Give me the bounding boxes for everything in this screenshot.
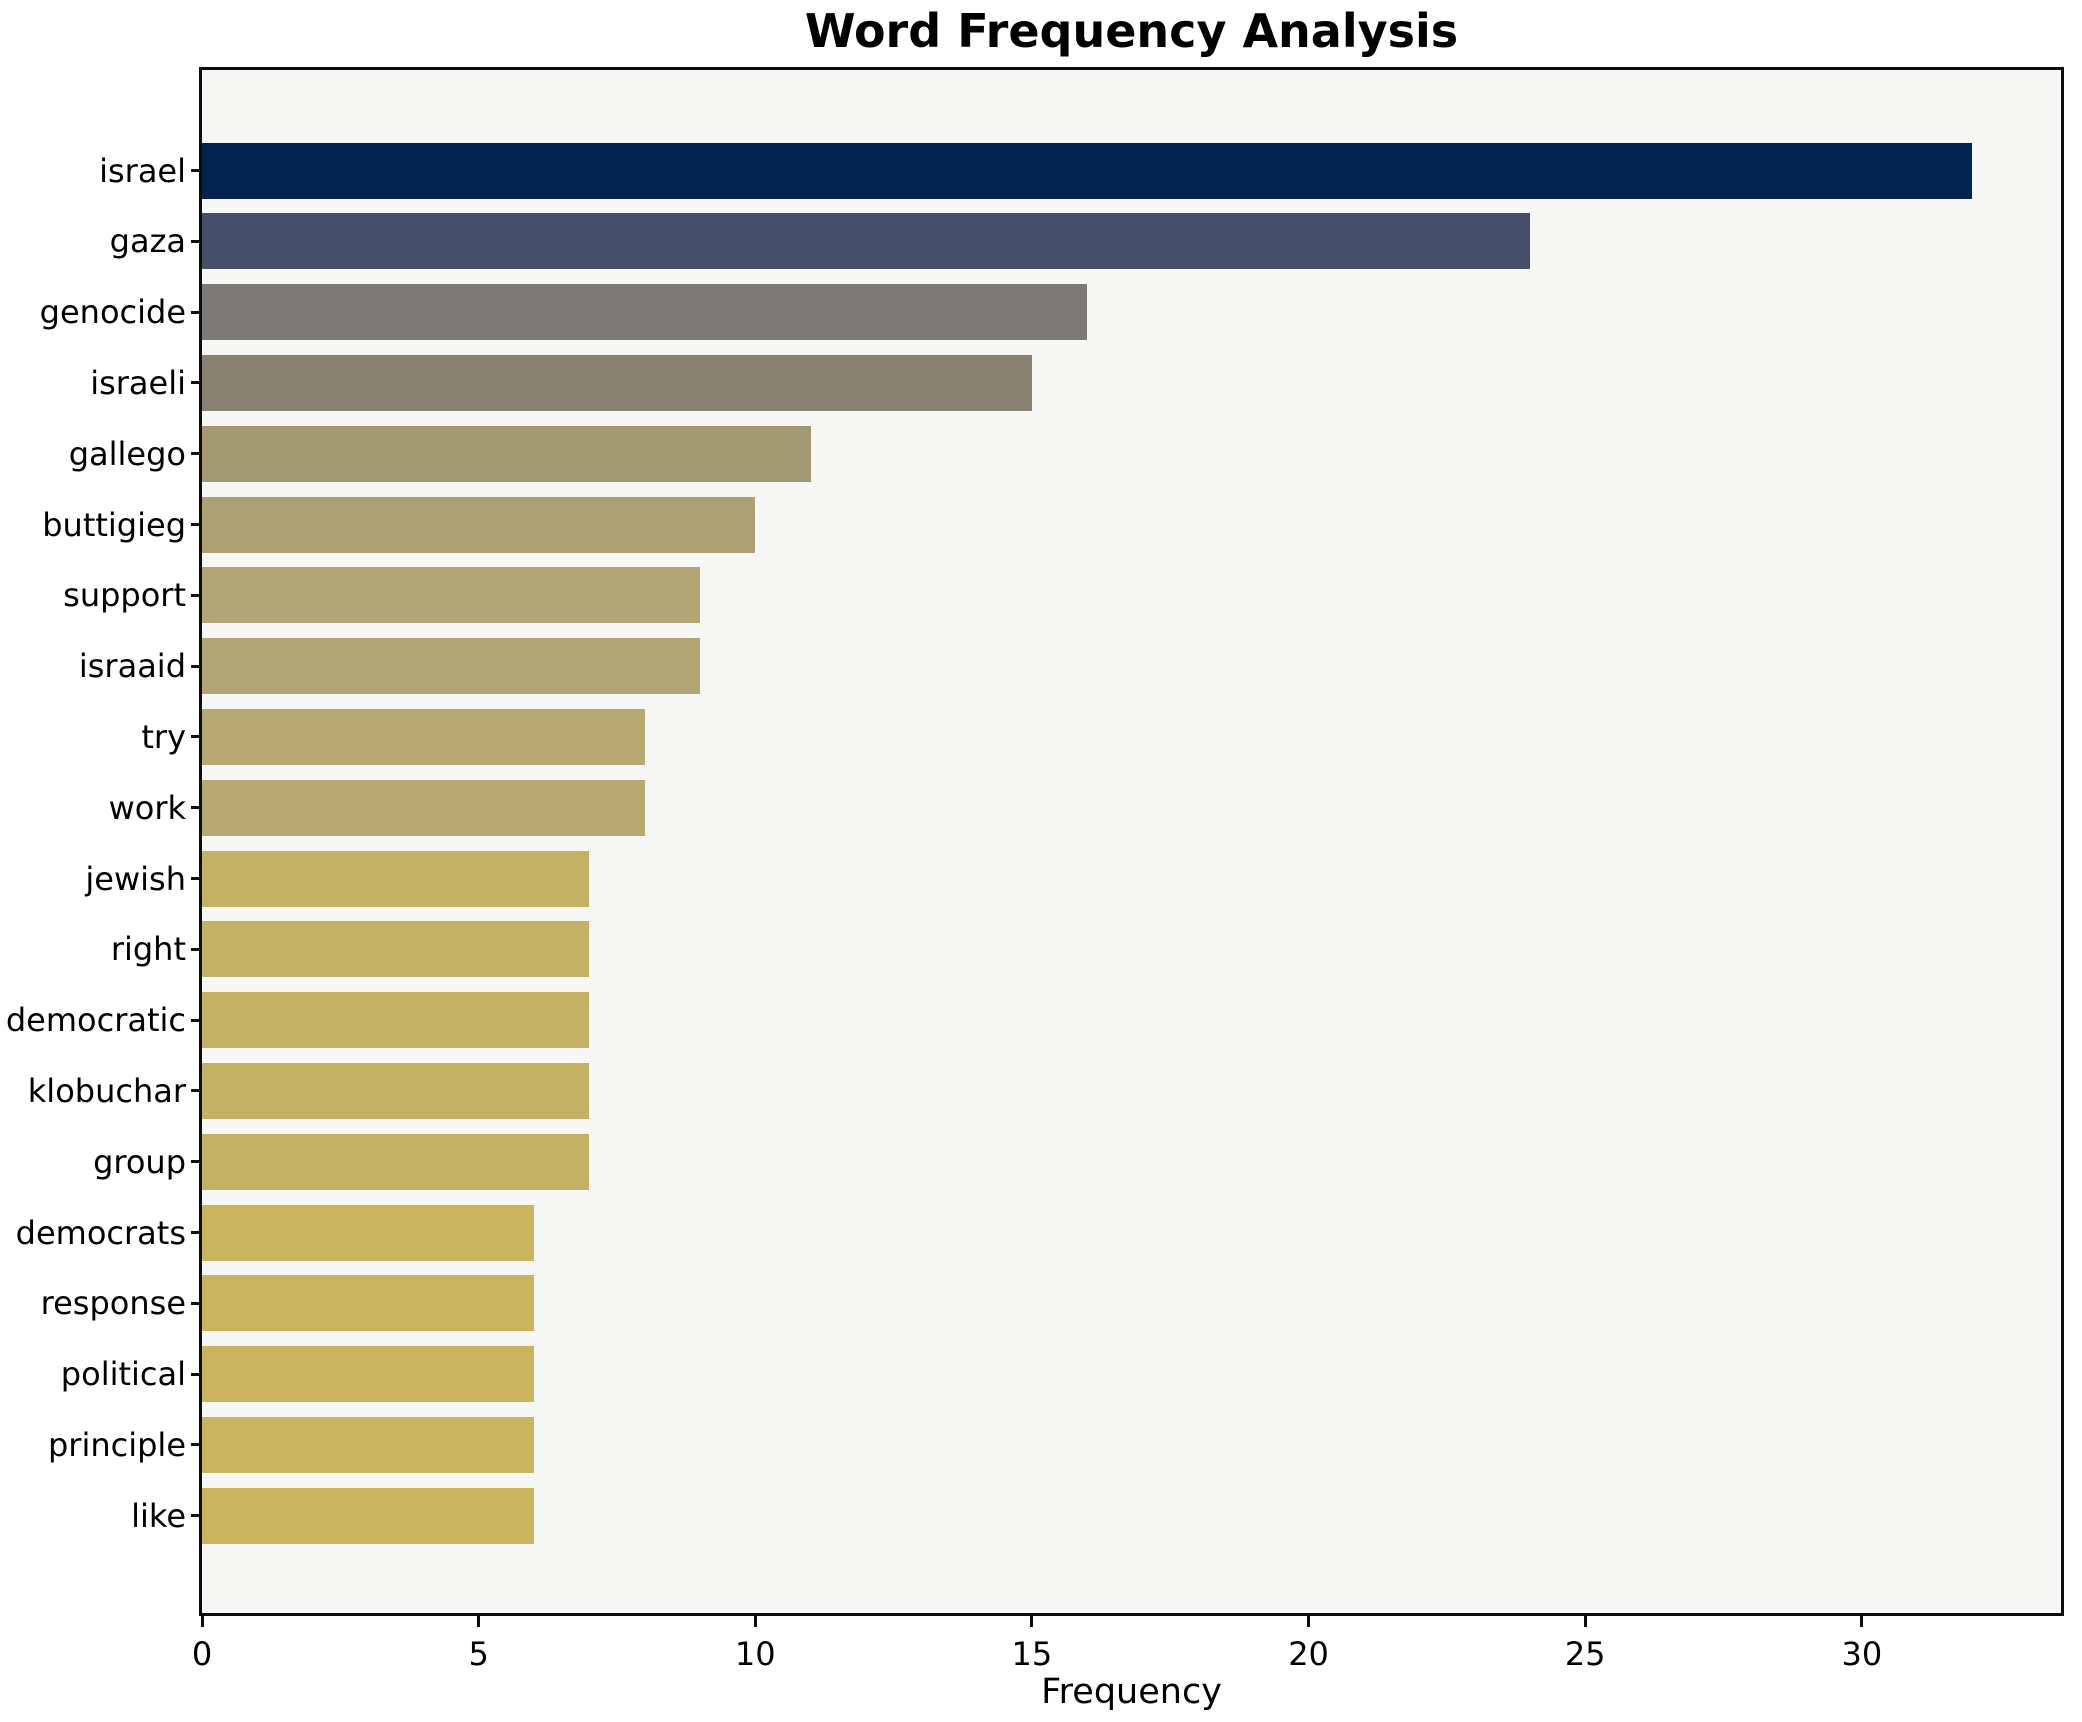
y-tick-mark bbox=[191, 310, 202, 314]
y-tick-mark bbox=[191, 735, 202, 739]
y-tick-mark bbox=[191, 1372, 202, 1376]
bar-klobuchar bbox=[202, 1062, 590, 1119]
bar-israel bbox=[202, 142, 1973, 199]
y-tick-mark bbox=[191, 664, 202, 668]
y-tick-label-genocide: genocide bbox=[39, 293, 186, 332]
bar-work bbox=[202, 779, 645, 836]
x-tick-label: 5 bbox=[468, 1635, 489, 1673]
y-tick-label-israel: israel bbox=[99, 151, 186, 190]
bar-israeli bbox=[202, 354, 1032, 411]
x-tick-mark bbox=[477, 1616, 481, 1627]
y-tick-mark bbox=[191, 1443, 202, 1447]
bar-group bbox=[202, 1133, 590, 1190]
y-tick-label-like: like bbox=[131, 1496, 186, 1535]
x-tick-label: 25 bbox=[1564, 1635, 1606, 1673]
y-tick-mark bbox=[191, 523, 202, 526]
y-tick-mark bbox=[191, 1231, 202, 1234]
y-tick-label-israaid: israaid bbox=[78, 647, 186, 686]
y-tick-label-right: right bbox=[110, 930, 186, 969]
bar-jewish bbox=[202, 850, 590, 907]
y-tick-mark bbox=[191, 593, 202, 597]
y-tick-label-work: work bbox=[108, 788, 186, 827]
x-tick-mark bbox=[1860, 1616, 1864, 1627]
bar-response bbox=[202, 1275, 534, 1332]
y-tick-mark bbox=[191, 1089, 202, 1093]
bar-try bbox=[202, 708, 645, 765]
y-tick-mark bbox=[191, 1018, 202, 1022]
y-tick-label-israeli: israeli bbox=[90, 363, 186, 402]
x-tick-mark bbox=[753, 1616, 757, 1627]
bar-principle bbox=[202, 1416, 534, 1473]
y-tick-label-response: response bbox=[40, 1284, 186, 1323]
y-tick-label-democratic: democratic bbox=[5, 1001, 186, 1040]
x-tick-label: 0 bbox=[191, 1635, 213, 1673]
bar-like bbox=[202, 1487, 534, 1544]
y-tick-label-democrats: democrats bbox=[15, 1213, 186, 1252]
plot-area bbox=[202, 70, 2061, 1613]
bar-israaid bbox=[202, 638, 700, 695]
bar-gallego bbox=[202, 425, 811, 482]
y-tick-label-klobuchar: klobuchar bbox=[27, 1071, 186, 1110]
y-tick-label-jewish: jewish bbox=[85, 859, 186, 898]
y-tick-mark bbox=[191, 1514, 202, 1518]
bar-buttigieg bbox=[202, 496, 756, 553]
x-tick-label: 20 bbox=[1288, 1635, 1329, 1673]
bar-right bbox=[202, 921, 590, 978]
y-tick-mark bbox=[191, 877, 202, 880]
y-tick-mark bbox=[191, 169, 202, 172]
y-tick-label-buttigieg: buttigieg bbox=[42, 505, 186, 544]
bar-political bbox=[202, 1346, 534, 1403]
y-tick-label-support: support bbox=[63, 576, 186, 615]
y-tick-mark bbox=[191, 947, 202, 951]
x-tick-mark bbox=[1307, 1616, 1311, 1627]
bar-support bbox=[202, 567, 700, 624]
y-tick-label-principle: principle bbox=[47, 1425, 186, 1464]
bar-gaza bbox=[202, 213, 1530, 270]
x-tick-label: 15 bbox=[1011, 1635, 1053, 1673]
y-tick-label-gaza: gaza bbox=[109, 222, 186, 261]
x-tick-mark bbox=[200, 1616, 204, 1627]
y-tick-label-political: political bbox=[60, 1355, 186, 1394]
y-tick-label-try: try bbox=[141, 717, 186, 756]
x-tick-label: 10 bbox=[734, 1635, 776, 1673]
x-tick-mark bbox=[1030, 1616, 1034, 1627]
y-tick-mark bbox=[191, 806, 202, 810]
y-tick-mark bbox=[191, 1301, 202, 1305]
x-tick-mark bbox=[1583, 1616, 1587, 1627]
chart-title: Word Frequency Analysis bbox=[804, 4, 1459, 58]
x-axis-label: Frequency bbox=[1041, 1672, 1222, 1712]
y-tick-mark bbox=[191, 452, 202, 456]
y-tick-mark bbox=[191, 381, 202, 385]
bar-democrats bbox=[202, 1204, 534, 1261]
y-tick-mark bbox=[191, 1160, 202, 1164]
y-tick-label-gallego: gallego bbox=[68, 434, 186, 473]
y-tick-label-group: group bbox=[93, 1142, 186, 1181]
y-tick-mark bbox=[191, 239, 202, 243]
x-tick-label: 30 bbox=[1841, 1635, 1883, 1673]
bar-genocide bbox=[202, 284, 1088, 341]
bar-democratic bbox=[202, 992, 590, 1049]
